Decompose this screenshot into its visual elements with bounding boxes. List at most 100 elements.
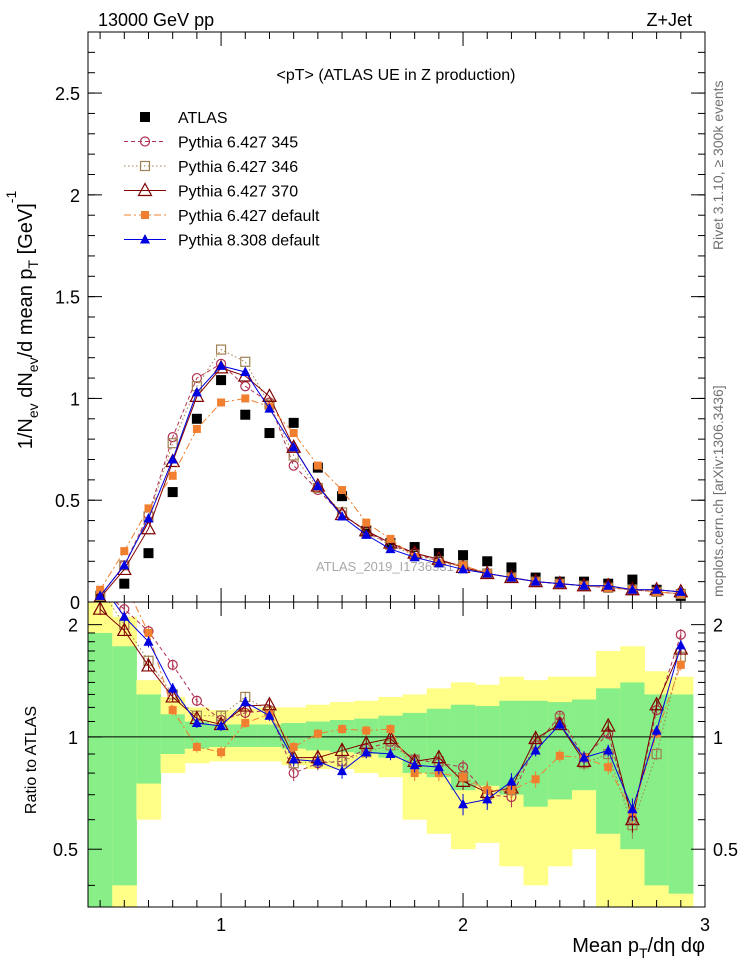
ratio-point [554, 718, 565, 729]
data-point [191, 413, 202, 424]
ratio-point [651, 725, 662, 735]
data-point [288, 460, 299, 471]
ratio-point [143, 636, 154, 646]
data-point [482, 568, 493, 578]
data-point [627, 574, 638, 585]
data-point [167, 432, 178, 443]
data-point [144, 504, 153, 513]
band-green [668, 694, 694, 894]
ratio-point [409, 759, 420, 770]
band-green [475, 706, 500, 786]
ratio-point [217, 748, 226, 757]
ratio-point [386, 725, 395, 734]
data-point [120, 547, 129, 556]
data-point [651, 584, 662, 594]
ratio-point [240, 696, 251, 707]
data-point [96, 585, 105, 594]
data-point [362, 518, 371, 527]
data-point [119, 559, 130, 570]
data-point [143, 513, 154, 523]
series-line [99, 348, 681, 597]
legend-marker [137, 182, 153, 197]
plot-frames [87, 31, 706, 908]
ratio-point [627, 803, 638, 814]
band-green [112, 646, 137, 886]
ratio-point [579, 752, 590, 762]
ratio-point [288, 753, 299, 764]
data-point [554, 578, 565, 588]
y-tick-label: 0 [70, 593, 80, 613]
ratio-point [507, 786, 516, 795]
ratio-point [96, 555, 104, 563]
y-axis-label-main: 1/Nev dNev/d mean pT [GeV]-1 [3, 191, 41, 450]
data-point [530, 576, 541, 586]
ratio-point [410, 769, 419, 778]
header-left: 13000 GeV pp [98, 10, 214, 30]
data-point [240, 381, 251, 392]
data-point [506, 572, 517, 582]
ratio-point [603, 744, 614, 755]
data-point [313, 461, 322, 470]
ratio-tick-label: 1 [68, 728, 78, 748]
band-green [644, 694, 670, 886]
legend-label: Pythia 8.308 default [178, 233, 320, 250]
ratio-point [528, 730, 544, 745]
x-tick-label: 2 [458, 915, 468, 935]
ratio-point [119, 611, 130, 621]
ratio-point [555, 751, 564, 760]
data-point [240, 356, 251, 367]
ratio-point [338, 725, 347, 734]
data-point [506, 562, 517, 573]
legend-label: Pythia 6.427 default [178, 208, 320, 225]
band-green [233, 724, 258, 747]
mcplots-label: mcplots.cern.ch [arXiv:1306.3436] [710, 385, 726, 597]
ratio-point [624, 811, 640, 826]
ratio-point [361, 746, 372, 757]
ratio-point [168, 706, 177, 715]
x-tick-label: 3 [700, 915, 710, 935]
ratio-tick-label-right: 1 [713, 728, 723, 748]
data-point [192, 424, 201, 433]
data-point [167, 487, 178, 498]
y-tick-label: 2 [70, 186, 80, 206]
ratio-point [289, 742, 298, 751]
ratio-point [506, 775, 517, 786]
ratio-point [458, 798, 469, 809]
data-point [191, 386, 202, 397]
data-point [337, 511, 348, 521]
data-point [119, 578, 130, 589]
data-point [386, 534, 395, 543]
ratio-point [167, 682, 178, 693]
ratio-point [676, 660, 685, 669]
ratio-point [433, 761, 444, 772]
ratio-series-5 [113, 602, 686, 821]
y-tick-label: 0.5 [55, 491, 80, 511]
chart-title: <pT> (ATLAS UE in Z production) [277, 67, 516, 84]
data-point [140, 520, 156, 535]
band-green [136, 694, 162, 784]
data-point [385, 543, 396, 554]
data-point [241, 394, 250, 403]
y-axis-label-ratio: Ratio to ATLAS [23, 706, 40, 814]
x-axis-label: Mean pT/dη dφ [572, 935, 705, 961]
data-point [286, 439, 302, 453]
ratio-point [385, 748, 396, 758]
data-point [337, 491, 348, 502]
data-point [264, 428, 275, 439]
x-tick-label: 1 [216, 915, 226, 935]
ratio-point [675, 629, 686, 640]
y-tick-label: 1.5 [55, 288, 80, 308]
ratio-point [382, 730, 398, 745]
data-point [264, 403, 275, 413]
ratio-frame [87, 601, 706, 908]
data-point [458, 550, 469, 561]
ratio-point [140, 657, 156, 672]
data-point [191, 372, 202, 384]
data-point [675, 586, 686, 596]
legend-marker [140, 234, 150, 244]
legend-marker [139, 136, 151, 147]
ratio-point [651, 748, 662, 760]
legend-label: ATLAS [178, 110, 228, 127]
watermark-text: ATLAS_2019_I1736531 [316, 559, 454, 574]
